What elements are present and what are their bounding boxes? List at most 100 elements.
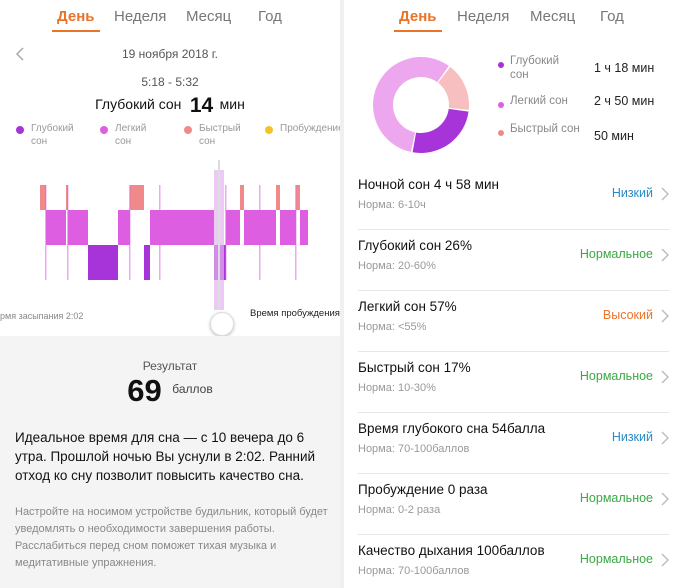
donut-segment-rem xyxy=(438,66,469,110)
hypnogram-transition xyxy=(295,185,297,280)
result-unit: баллов xyxy=(172,382,213,396)
day-sleep-chart-panel: День Неделя Месяц Год 19 ноября 2018 г. … xyxy=(0,0,340,588)
legend-dot xyxy=(498,102,504,108)
hypnogram-block-light xyxy=(68,210,88,245)
hypnogram-transition xyxy=(159,185,161,280)
legend-label: Пробуждение xyxy=(280,123,340,134)
donut-legend-deep: Глубокий сон 1 ч 18 мин xyxy=(498,54,682,84)
metric-awakenings[interactable]: Пробуждение 0 раза Норма: 0-2 раза Норма… xyxy=(358,474,669,535)
chevron-right-icon xyxy=(661,187,669,201)
panel-divider xyxy=(340,0,344,588)
metric-title: Ночной сон 4 ч 58 мин xyxy=(358,177,499,192)
legend-dot xyxy=(16,126,24,134)
donut-legend-light: Легкий сон 2 ч 50 мин xyxy=(498,94,682,124)
advice-tip: Настройте на носимом устройстве будильни… xyxy=(15,506,328,569)
legend-dot xyxy=(265,126,273,134)
metric-title: Быстрый сон 17% xyxy=(358,360,471,375)
hypnogram-block-rem xyxy=(40,185,46,210)
metric-status: Высокий xyxy=(602,308,653,322)
period-tabs: День Неделя Месяц Год xyxy=(0,0,340,34)
hypnogram-block-light xyxy=(160,210,208,245)
sleep-composition-donut xyxy=(373,57,469,153)
date-label: 19 ноября 2018 г. xyxy=(122,47,218,61)
metric-norm: Норма: 0-2 раза xyxy=(358,504,441,516)
metric-status: Нормальное xyxy=(579,552,653,566)
active-tab-indicator xyxy=(394,30,442,32)
tab-day[interactable]: День xyxy=(57,8,95,25)
selected-stage-value: 14 xyxy=(189,94,214,117)
donut-legend-rem: Быстрый сон 50 мин xyxy=(498,122,682,152)
hypnogram-transition xyxy=(67,185,69,280)
metric-deep-sleep[interactable]: Глубокий сон 26% Норма: 20-60% Нормально… xyxy=(358,230,669,291)
metric-light-sleep[interactable]: Легкий сон 57% Норма: <55% Высокий xyxy=(358,291,669,352)
tab-week[interactable]: Неделя xyxy=(457,8,510,25)
hypnogram-block-light xyxy=(300,210,308,245)
legend-label: Легкий сон xyxy=(115,123,147,147)
hypnogram-block-light xyxy=(208,210,214,245)
legend-label: Быстрый сон xyxy=(199,123,241,147)
timeline-scrubber-handle[interactable] xyxy=(210,312,234,336)
metric-norm: Норма: 10-30% xyxy=(358,382,436,394)
tab-month[interactable]: Месяц xyxy=(186,8,232,25)
hypnogram-block-deep xyxy=(88,245,118,280)
hypnogram-transition xyxy=(225,185,227,280)
sleep-stages-hypnogram[interactable] xyxy=(0,150,340,320)
hypnogram-block-light xyxy=(244,210,260,245)
donut-segment-light xyxy=(373,57,449,152)
legend-label: Глубокий сон xyxy=(31,123,74,147)
period-tabs: День Неделя Месяц Год xyxy=(344,0,682,34)
metric-rem-sleep[interactable]: Быстрый сон 17% Норма: 10-30% Нормальное xyxy=(358,352,669,413)
legend-rem-sleep: Быстрый сон xyxy=(184,122,245,148)
chevron-right-icon xyxy=(661,553,669,567)
hypnogram-block-rem xyxy=(296,185,300,210)
selected-stage-name: Глубокий сон xyxy=(95,96,182,112)
tab-year[interactable]: Год xyxy=(258,8,282,25)
metric-status: Нормальное xyxy=(579,369,653,383)
selected-stage: Глубокий сон 14 мин xyxy=(0,94,340,118)
hypnogram-block-light xyxy=(150,210,160,245)
chevron-right-icon xyxy=(661,431,669,445)
hypnogram-block-rem xyxy=(240,185,244,210)
sleep-start-label: рмя засыпания 2:02 xyxy=(0,311,84,321)
donut-legend-name: Быстрый сон xyxy=(510,123,580,135)
metric-breathing-quality[interactable]: Качество дыхания 100баллов Норма: 70-100… xyxy=(358,535,669,588)
donut-segment-deep xyxy=(412,108,469,153)
metric-norm: Норма: 70-100баллов xyxy=(358,443,470,455)
hypnogram-transition xyxy=(259,185,261,280)
hypnogram-block-light xyxy=(280,210,296,245)
hypnogram-block-light xyxy=(52,210,66,245)
hypnogram-block-rem xyxy=(276,185,280,210)
hypnogram-block-light xyxy=(46,210,52,245)
tab-year[interactable]: Год xyxy=(600,8,624,25)
metric-deep-sleep-continuity[interactable]: Время глубокого сна 54балла Норма: 70-10… xyxy=(358,413,669,474)
result-score: 69 баллов xyxy=(0,373,340,409)
metric-title: Пробуждение 0 раза xyxy=(358,482,488,497)
legend-dot xyxy=(184,126,192,134)
metric-status: Низкий xyxy=(611,430,653,444)
tab-month[interactable]: Месяц xyxy=(530,8,576,25)
wake-time-label: Время пробуждения xyxy=(250,308,340,319)
donut-legend-name: Глубокий сон xyxy=(510,55,560,81)
hypnogram-block-light xyxy=(226,210,240,245)
metric-norm: Норма: 20-60% xyxy=(358,260,436,272)
legend-dot xyxy=(498,62,504,68)
metric-status: Нормальное xyxy=(579,491,653,505)
tab-day[interactable]: День xyxy=(399,8,437,25)
metric-title: Время глубокого сна 54балла xyxy=(358,421,546,436)
active-tab-indicator xyxy=(52,30,100,32)
legend-awake: Пробуждение xyxy=(265,122,340,135)
donut-legend-value: 1 ч 18 мин xyxy=(594,61,655,75)
tab-week[interactable]: Неделя xyxy=(114,8,167,25)
chevron-right-icon xyxy=(661,492,669,506)
chevron-right-icon xyxy=(661,248,669,262)
hypnogram-block-light xyxy=(260,210,276,245)
chevron-right-icon xyxy=(661,309,669,323)
legend-deep-sleep: Глубокий сон xyxy=(16,122,77,148)
hypnogram-block-deep xyxy=(144,245,150,280)
hypnogram-block-rem xyxy=(130,185,144,210)
metric-norm: Норма: 70-100баллов xyxy=(358,565,470,577)
chevron-left-icon[interactable] xyxy=(14,46,26,62)
result-value: 69 xyxy=(127,373,162,408)
metric-night-sleep[interactable]: Ночной сон 4 ч 58 мин Норма: 6-10ч Низки… xyxy=(358,169,669,230)
hypnogram-transition xyxy=(45,185,47,280)
